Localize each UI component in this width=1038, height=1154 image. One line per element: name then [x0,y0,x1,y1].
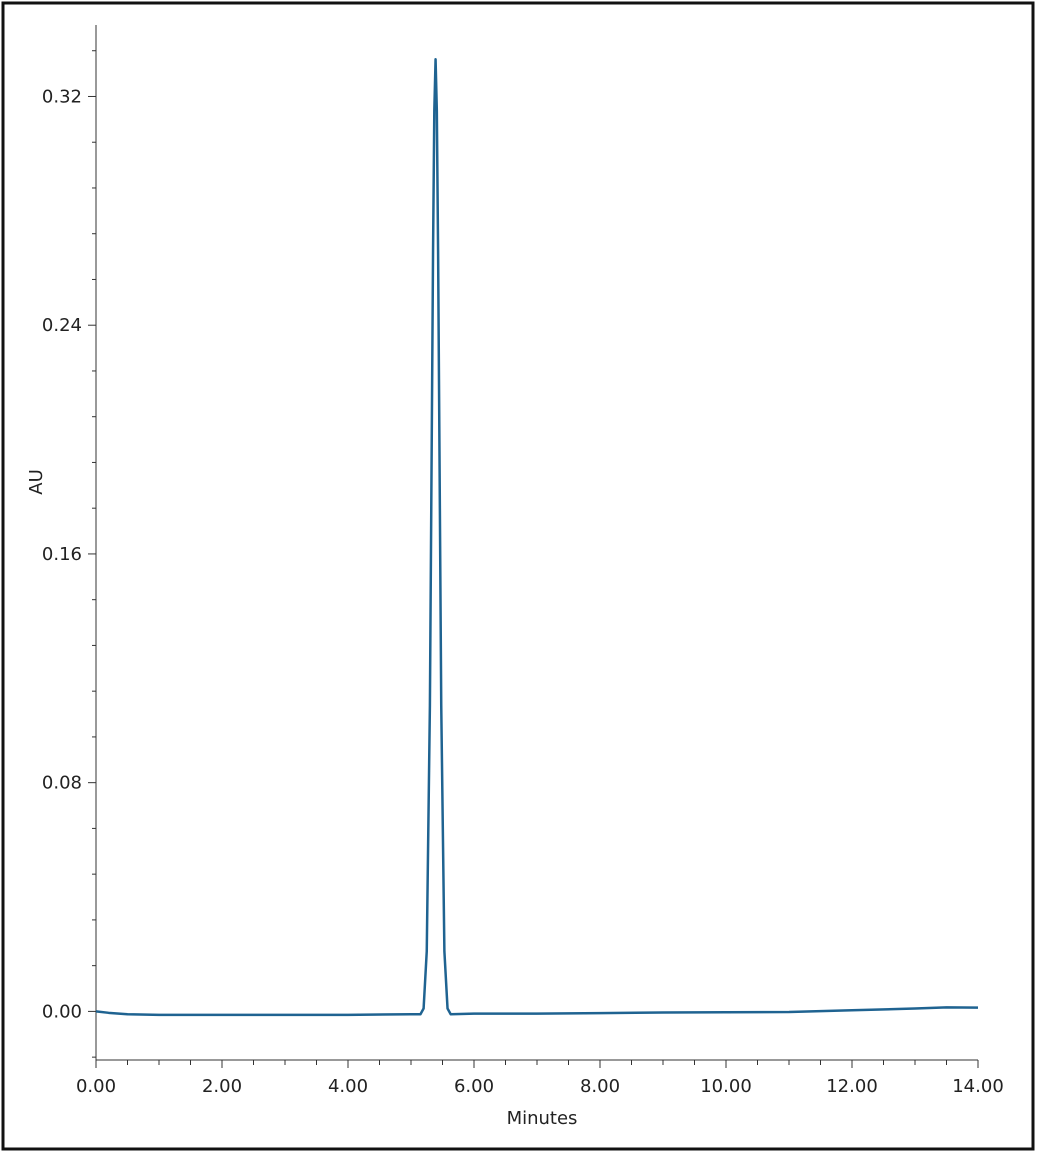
y-tick-label: 0.08 [42,773,82,794]
y-tick-label: 0.32 [42,86,82,107]
x-tick-label: 0.00 [76,1076,116,1097]
y-tick-label: 0.24 [42,315,82,336]
y-tick-label: 0.00 [42,1001,82,1022]
x-tick-label: 6.00 [454,1076,494,1097]
x-tick-label: 12.00 [826,1076,878,1097]
x-axis-label: Minutes [507,1108,578,1129]
x-tick-label: 2.00 [202,1076,242,1097]
y-tick-label: 0.16 [42,544,82,565]
y-axis-label: AU [26,469,47,495]
x-tick-label: 4.00 [328,1076,368,1097]
x-tick-label: 10.00 [700,1076,752,1097]
data-line [95,58,979,1017]
x-tick-label: 14.00 [952,1076,1004,1097]
x-tick-label: 8.00 [580,1076,620,1097]
